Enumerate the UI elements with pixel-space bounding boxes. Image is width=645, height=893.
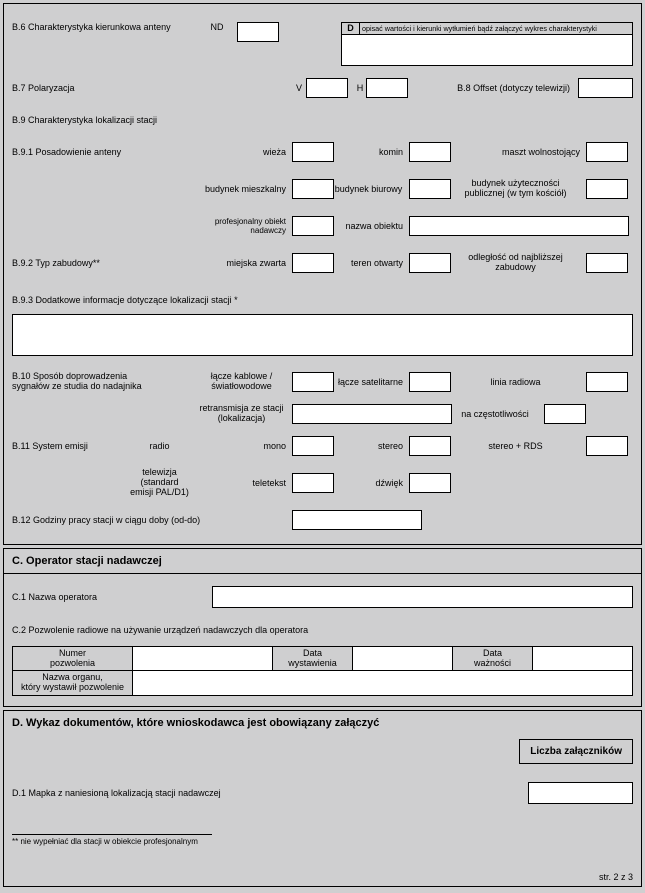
liczba-zalacznikow-header: Liczba załączników — [519, 739, 633, 764]
teletekst-input[interactable] — [292, 473, 334, 493]
rds-label: stereo + RDS — [451, 441, 586, 451]
prof-input[interactable] — [292, 216, 334, 236]
miejska-label: miejska zwarta — [197, 258, 292, 268]
sat-input[interactable] — [409, 372, 451, 392]
nd-label: ND — [197, 22, 237, 32]
d1-input[interactable] — [528, 782, 633, 804]
dataw-2: wystawienia — [275, 659, 350, 669]
odl-input[interactable] — [586, 253, 628, 273]
komin-label: komin — [334, 147, 409, 157]
footnote: ** nie wypełniać dla stacji w obiekcie p… — [12, 834, 212, 846]
offset-input[interactable] — [578, 78, 633, 98]
sat-label: łącze satelitarne — [334, 377, 409, 387]
page-number: str. 2 z 3 — [599, 872, 633, 882]
czest-input[interactable] — [544, 404, 586, 424]
wieza-input[interactable] — [292, 142, 334, 162]
d1-label: D.1 Mapka z naniesioną lokalizacją stacj… — [12, 788, 528, 798]
nazwa-label: nazwa obiektu — [334, 221, 409, 231]
budynek-u-label: budynek użyteczności publicznej (w tym k… — [451, 179, 586, 199]
rds-input[interactable] — [586, 436, 628, 456]
teren-label: teren otwarty — [334, 258, 409, 268]
teren-input[interactable] — [409, 253, 451, 273]
d-letter: D — [342, 23, 360, 34]
mono-input[interactable] — [292, 436, 334, 456]
radio-line-input[interactable] — [586, 372, 628, 392]
v-label: V — [292, 83, 306, 93]
budynek-u-input[interactable] — [586, 179, 628, 199]
c1-label: C.1 Nazwa operatora — [12, 592, 212, 602]
h-input[interactable] — [366, 78, 408, 98]
stereo-input[interactable] — [409, 436, 451, 456]
c1-input[interactable] — [212, 586, 633, 608]
datav-input[interactable] — [533, 646, 633, 671]
mono-label: mono — [197, 441, 292, 451]
maszt-input[interactable] — [586, 142, 628, 162]
dzwiek-input[interactable] — [409, 473, 451, 493]
komin-input[interactable] — [409, 142, 451, 162]
maszt-label: maszt wolnostojący — [451, 147, 586, 157]
nazwa-input[interactable] — [409, 216, 629, 236]
c2-label: C.2 Pozwolenie radiowe na używanie urząd… — [12, 625, 308, 635]
tv-label-1: telewizja (standard — [122, 468, 197, 488]
stereo-label: stereo — [334, 441, 409, 451]
b10-label-2: sygnałów ze studia do nadajnika — [12, 382, 197, 392]
section-d-title: D. Wykaz dokumentów, które wnioskodawca … — [4, 711, 641, 735]
odl-label: odległość od najbliższej zabudowy — [451, 253, 586, 273]
permit-table: Numer pozwolenia Data wystawienia Data w… — [12, 646, 633, 697]
numer-2: pozwolenia — [15, 659, 130, 669]
miejska-input[interactable] — [292, 253, 334, 273]
section-c-title: C. Operator stacji nadawczej — [4, 549, 641, 574]
organ-2: który wystawił pozwolenie — [15, 683, 130, 693]
b92-label: B.9.2 Typ zabudowy** — [12, 258, 197, 268]
dzwiek-label: dźwięk — [334, 478, 409, 488]
kabel-input[interactable] — [292, 372, 334, 392]
retr-input[interactable] — [292, 404, 452, 424]
kabel-label-2: światłowodowe — [197, 382, 286, 392]
radio-line-label: linia radiowa — [451, 377, 586, 387]
budynek-b-input[interactable] — [409, 179, 451, 199]
b8-label: B.8 Offset (dotyczy telewizji) — [408, 83, 578, 93]
b9-label: B.9 Charakterystyka lokalizacji stacji — [12, 115, 157, 125]
dataw-input[interactable] — [353, 646, 453, 671]
d-description-input[interactable] — [342, 35, 632, 65]
radio-label: radio — [122, 441, 197, 451]
wieza-label: wieża — [197, 147, 292, 157]
budynek-m-input[interactable] — [292, 179, 334, 199]
b6-label: B.6 Charakterystyka kierunkowa anteny — [12, 22, 197, 32]
b93-input[interactable] — [12, 314, 633, 356]
b7-label: B.7 Polaryzacja — [12, 83, 197, 93]
organ-input[interactable] — [133, 671, 633, 696]
nd-input[interactable] — [237, 22, 279, 42]
budynek-m-label: budynek mieszkalny — [197, 184, 292, 194]
budynek-b-label: budynek biurowy — [334, 184, 409, 194]
h-label: H — [354, 83, 366, 93]
d-instruction: opisać wartości i kierunki wytłumień bąd… — [360, 23, 632, 34]
b12-label: B.12 Godziny pracy stacji w ciągu doby (… — [12, 515, 292, 525]
b91-label: B.9.1 Posadowienie anteny — [12, 147, 197, 157]
tv-label-2: emisji PAL/D1) — [122, 488, 197, 498]
b93-label: B.9.3 Dodatkowe informacje dotyczące lok… — [12, 295, 238, 305]
retr-label-2: (lokalizacja) — [197, 414, 286, 424]
numer-input[interactable] — [133, 646, 273, 671]
teletekst-label: teletekst — [197, 478, 292, 488]
b11-label: B.11 System emisji — [12, 441, 122, 451]
v-input[interactable] — [306, 78, 348, 98]
b12-input[interactable] — [292, 510, 422, 530]
czest-label: na częstotliwości — [452, 409, 544, 419]
datav-2: ważności — [455, 659, 530, 669]
prof-label: profesjonalny obiekt nadawczy — [197, 217, 292, 235]
